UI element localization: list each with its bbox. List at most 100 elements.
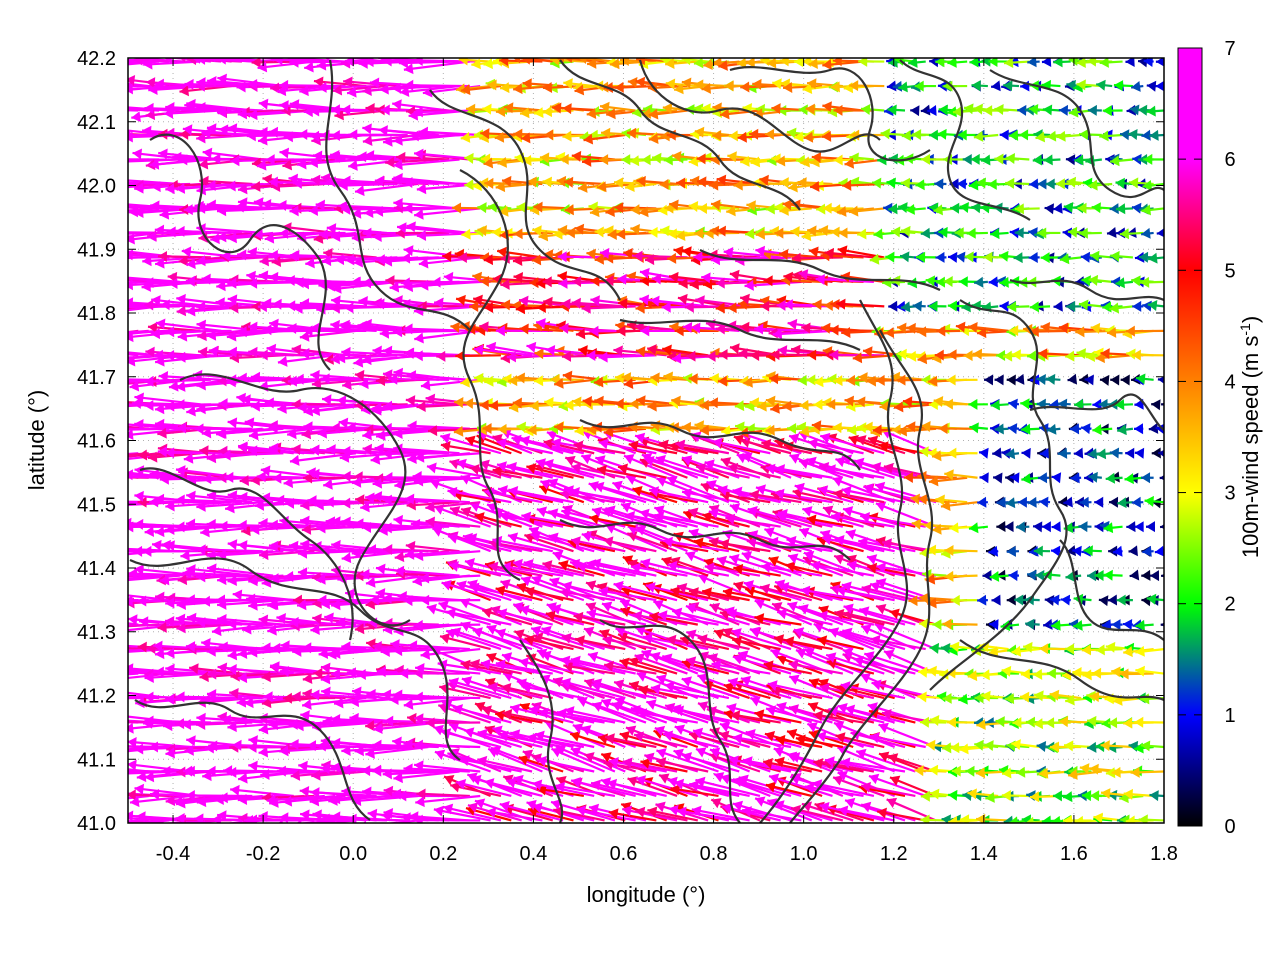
wind-vector-head	[128, 469, 134, 481]
wind-vector-head	[556, 776, 567, 787]
wind-vector-head	[86, 664, 95, 675]
wind-vector-head	[268, 442, 279, 454]
wind-vector-head	[1142, 545, 1152, 557]
wind-vector-head	[750, 696, 761, 707]
wind-vector-head	[282, 795, 293, 807]
wind-vector-head	[499, 511, 510, 523]
wind-vector-head	[749, 626, 761, 638]
wind-vector-head	[432, 526, 443, 537]
wind-vector-head	[447, 532, 459, 544]
wind-vector-head	[581, 453, 592, 465]
wind-vector-head	[772, 602, 783, 613]
wind-vector-head	[82, 543, 91, 554]
wind-vector-head	[968, 398, 978, 410]
wind-vector-head	[1131, 275, 1141, 287]
wind-vector	[608, 759, 667, 773]
wind-vector-head	[918, 666, 928, 678]
wind-vector-head	[742, 756, 753, 768]
wind-vector-head	[103, 588, 113, 599]
wind-vector	[382, 525, 450, 530]
wind-vector-head	[789, 433, 800, 444]
wind-vector-head	[113, 399, 122, 410]
wind-vector-head	[354, 623, 365, 635]
wind-vector-head	[561, 677, 572, 689]
wind-vector-head	[826, 658, 837, 669]
wind-vector-head	[808, 438, 819, 450]
wind-vector-head	[217, 574, 227, 586]
wind-vector-head	[1082, 790, 1092, 802]
wind-vector-head	[109, 272, 118, 283]
wind-vector-head	[217, 549, 227, 561]
wind-vector-head	[440, 433, 451, 444]
wind-vector-head	[837, 770, 849, 781]
wind-vector-head	[258, 746, 269, 758]
wind-vector	[591, 560, 657, 577]
wind-vector-head	[1012, 717, 1022, 729]
wind-vector-head	[923, 520, 934, 532]
wind-vector-head	[823, 300, 834, 312]
wind-vector-head	[969, 422, 979, 434]
wind-vector-head	[136, 811, 146, 823]
wind-vector-head	[723, 682, 734, 693]
wind-vector-head	[282, 692, 292, 704]
wind-vector-head	[444, 774, 455, 786]
wind-vector-head	[456, 580, 467, 592]
wind-vector-head	[919, 592, 929, 604]
wind-vector-head	[449, 560, 459, 572]
wind-vector-head	[635, 525, 647, 536]
wind-vector-head	[1100, 788, 1111, 800]
wind-vector-head	[1065, 570, 1075, 582]
wind-vector-head	[165, 350, 175, 362]
wind-vector-head	[406, 221, 416, 233]
wind-vector-head	[779, 582, 790, 593]
wind-vector-head	[238, 491, 248, 503]
wind-vector	[360, 501, 419, 509]
wind-vector-head	[405, 540, 416, 552]
wind-vector-head	[480, 658, 491, 670]
wind-vector	[507, 534, 564, 553]
wind-vector	[846, 562, 906, 577]
wind-vector-head	[813, 399, 823, 411]
wind-vector-head	[98, 662, 108, 673]
wind-vector-head	[86, 345, 95, 356]
wind-vector-head	[1063, 496, 1073, 508]
wind-vector-head	[740, 437, 751, 448]
wind-vector-head	[407, 640, 418, 652]
wind-vector-head	[1049, 399, 1059, 410]
wind-vector-head	[656, 748, 667, 759]
wind-vector-head	[947, 300, 958, 312]
wind-vector-head	[1006, 740, 1016, 752]
wind-vector	[128, 600, 129, 602]
wind-vector	[760, 564, 823, 577]
wind-vector	[230, 788, 294, 798]
wind-vector	[555, 784, 616, 798]
wind-vector-head	[828, 627, 840, 638]
wind-vector-head	[706, 479, 717, 491]
wind-vector-head	[250, 523, 260, 535]
wind-vector	[767, 682, 833, 700]
wind-vector-head	[1058, 716, 1069, 728]
wind-vector-head	[290, 769, 301, 781]
wind-vector	[874, 623, 937, 651]
wind-vector-head	[1045, 717, 1055, 729]
wind-vector-head	[118, 768, 127, 779]
wind-vector-head	[917, 691, 927, 703]
wind-vector-head	[341, 445, 351, 457]
wind-vector-head	[565, 227, 575, 239]
wind-vector	[175, 498, 243, 504]
wind-vector-head	[1072, 667, 1082, 679]
wind-vector-head	[341, 497, 351, 509]
wind-vector-head	[479, 399, 489, 411]
wind-vector-head	[668, 804, 679, 816]
wind-vector	[128, 623, 180, 632]
wind-vector-head	[531, 625, 542, 637]
wind-vector-head	[272, 298, 282, 310]
wind-vector	[498, 733, 564, 749]
wind-vector	[624, 513, 688, 528]
wind-vector-head	[200, 526, 210, 538]
wind-vector-head	[196, 796, 207, 808]
wind-vector-head	[1159, 474, 1164, 481]
wind-vector-head	[426, 462, 437, 474]
wind-vector	[711, 662, 771, 675]
wind-vector-head	[1037, 472, 1048, 484]
